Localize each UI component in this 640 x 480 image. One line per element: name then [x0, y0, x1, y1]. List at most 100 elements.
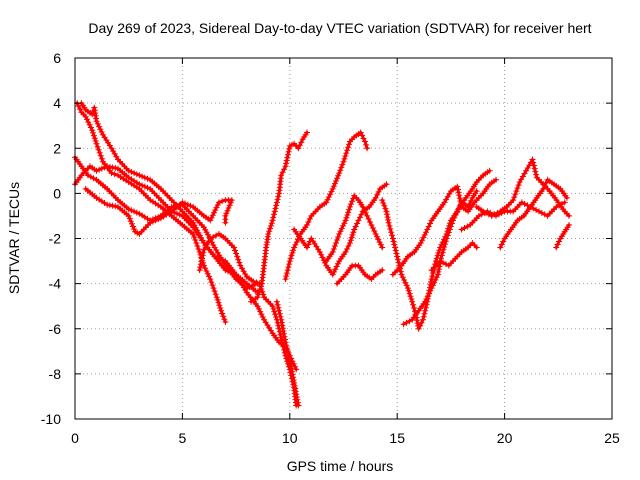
y-tick-label: -6 — [49, 321, 62, 337]
data-point-marker — [293, 239, 300, 246]
data-point-marker — [139, 173, 146, 180]
data-point-marker — [421, 231, 428, 238]
grid-lines — [75, 58, 612, 419]
data-point-marker — [394, 256, 401, 263]
data-point-marker — [286, 258, 293, 265]
data-point-marker — [334, 237, 341, 243]
data-point-marker — [402, 279, 409, 286]
data-point-marker — [333, 263, 340, 270]
data-point-marker — [563, 194, 570, 201]
data-point-marker — [361, 206, 368, 213]
data-point-marker — [331, 243, 338, 249]
data-point-marker — [125, 167, 132, 174]
data-point-marker — [332, 266, 339, 273]
data-point-marker — [391, 241, 398, 248]
data-point-marker — [456, 195, 463, 202]
data-point-marker — [273, 202, 280, 209]
series-trail — [554, 223, 571, 249]
series-arc-5 — [82, 185, 235, 237]
data-point-marker — [427, 287, 434, 294]
data-point-marker — [130, 223, 136, 230]
x-tick-label: 25 — [604, 430, 620, 446]
data-point-marker — [275, 304, 282, 311]
data-point-marker — [393, 250, 400, 257]
data-point-marker — [427, 220, 434, 227]
data-point-marker — [219, 198, 226, 205]
y-tick-label: -4 — [49, 276, 62, 292]
data-point-marker — [394, 253, 401, 260]
data-point-marker — [344, 246, 351, 252]
data-point-marker — [276, 310, 283, 317]
data-point-marker — [267, 225, 273, 232]
data-point-marker — [384, 214, 391, 221]
data-point-marker — [325, 194, 332, 200]
data-point-marker — [345, 209, 352, 216]
data-point-marker — [452, 212, 459, 218]
data-point-marker — [316, 249, 323, 255]
data-point-marker — [376, 239, 383, 246]
data-point-marker — [277, 331, 284, 338]
data-point-marker — [233, 250, 240, 257]
data-point-marker — [227, 199, 234, 206]
data-point-marker — [176, 211, 183, 218]
data-point-marker — [234, 253, 241, 260]
data-point-marker — [128, 207, 135, 214]
data-point-marker — [349, 231, 356, 238]
data-point-marker — [514, 185, 521, 192]
data-point-marker — [442, 241, 448, 248]
data-point-marker — [277, 313, 284, 320]
data-point-marker — [349, 198, 356, 205]
data-point-marker — [430, 270, 436, 277]
data-point-marker — [195, 246, 202, 252]
data-point-marker — [282, 163, 289, 170]
series-arc-18 — [473, 156, 572, 219]
data-point-marker — [270, 305, 277, 312]
data-point-marker — [288, 252, 295, 259]
data-point-marker — [292, 363, 298, 370]
data-point-marker — [304, 222, 310, 228]
data-point-marker — [266, 228, 273, 235]
data-point-marker — [298, 139, 305, 146]
data-point-marker — [329, 185, 336, 192]
data-point-marker — [318, 251, 325, 258]
data-point-marker — [406, 290, 413, 297]
data-point-marker — [374, 233, 380, 240]
data-point-marker — [271, 211, 277, 218]
data-point-marker — [405, 287, 412, 294]
data-point-marker — [194, 227, 201, 234]
data-point-marker — [330, 183, 337, 190]
series-arc-15 — [400, 167, 493, 328]
data-point-marker — [424, 226, 431, 233]
data-point-marker — [331, 268, 337, 275]
data-point-marker — [388, 229, 395, 236]
data-point-marker — [381, 202, 388, 209]
data-point-marker — [335, 234, 342, 240]
data-point-marker — [256, 288, 263, 295]
data-point-marker — [94, 120, 101, 127]
data-point-marker — [374, 191, 381, 198]
x-tick-label: 5 — [179, 430, 187, 446]
data-point-marker — [211, 253, 218, 260]
data-point-marker — [131, 170, 138, 177]
data-point-marker — [344, 147, 351, 154]
data-point-marker — [329, 271, 336, 278]
data-point-marker — [219, 310, 226, 317]
data-point-marker — [139, 182, 146, 189]
data-point-marker — [85, 119, 92, 126]
data-point-marker — [93, 140, 100, 147]
data-point-marker — [265, 231, 272, 237]
data-point-marker — [213, 204, 220, 211]
data-point-marker — [90, 132, 97, 139]
data-point-marker — [254, 303, 261, 310]
data-point-marker — [420, 313, 427, 320]
data-point-marker — [290, 374, 296, 381]
data-point-marker — [305, 219, 312, 225]
data-point-marker — [347, 237, 354, 244]
data-point-marker — [144, 184, 151, 191]
data-point-marker — [190, 231, 197, 237]
data-point-marker — [155, 216, 162, 223]
data-point-marker — [282, 276, 289, 283]
data-point-marker — [199, 255, 205, 262]
data-point-marker — [278, 172, 285, 179]
data-point-marker — [323, 199, 330, 206]
